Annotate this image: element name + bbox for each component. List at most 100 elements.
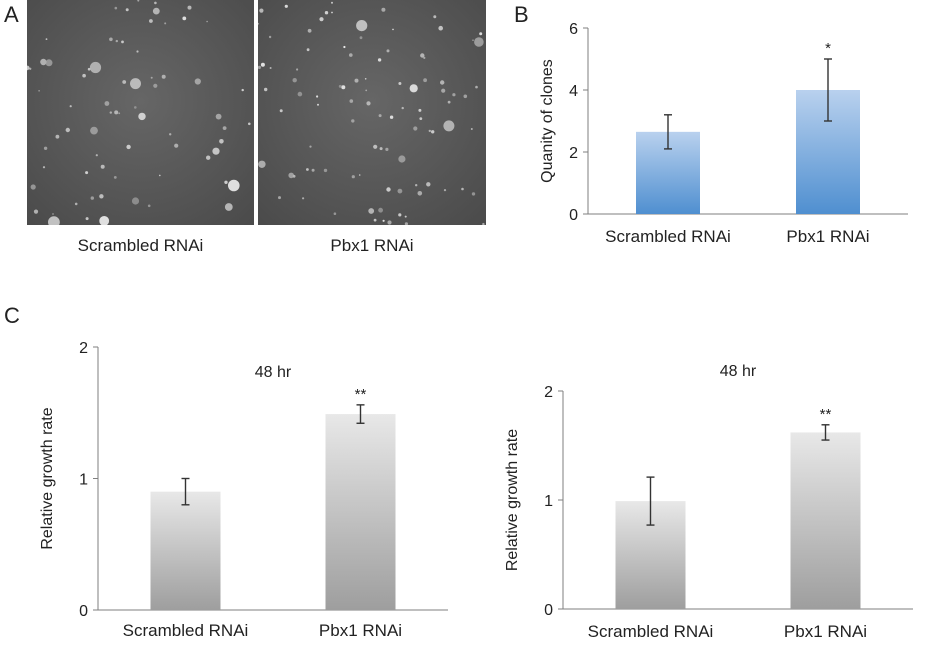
colony-dot — [354, 78, 359, 83]
colony-dot — [33, 209, 39, 214]
colony-dot — [359, 36, 363, 40]
colony-dot — [45, 38, 48, 40]
category-label: Pbx1 RNAi — [786, 227, 869, 246]
colony-dot — [152, 7, 160, 15]
colony-dot — [349, 53, 353, 57]
colony-dot — [159, 174, 161, 177]
colony-dot — [409, 84, 418, 93]
colony-dot — [389, 115, 394, 119]
colony-dot — [331, 1, 333, 4]
colony-dot — [397, 188, 403, 194]
colony-dot — [114, 110, 119, 115]
colony-dot — [463, 94, 468, 99]
chart-c2: 0 1 2 Relative growth rate 48 hr Scrambled RN… — [504, 363, 913, 641]
colony-dot — [378, 207, 383, 213]
colony-dot — [69, 105, 72, 108]
colony-dot — [440, 80, 445, 85]
colony-dot — [420, 53, 425, 58]
colony-dot — [27, 65, 30, 71]
colony-dot — [419, 117, 423, 120]
colony-dot — [99, 216, 110, 225]
y-tick-label: 1 — [79, 472, 88, 489]
colony-dot — [385, 147, 389, 151]
colony-dot — [136, 50, 139, 53]
colony-dot — [154, 1, 157, 5]
colony-dot — [104, 101, 110, 106]
colony-dot — [279, 109, 283, 113]
colony-dot — [222, 126, 227, 130]
colony-dot — [418, 108, 422, 112]
colony-dot — [426, 182, 431, 187]
colony-dot — [122, 80, 127, 84]
colony-dot — [131, 197, 140, 205]
y-tick-label: 1 — [544, 493, 553, 510]
colony-dot — [428, 129, 431, 133]
colony-dot — [268, 35, 272, 39]
micrograph-scrambled-colonies — [27, 0, 254, 225]
colony-dot — [90, 196, 94, 200]
colony-dot — [366, 101, 371, 106]
colony-dot — [398, 213, 402, 217]
colony-dot — [392, 28, 394, 31]
colony-dot — [87, 67, 91, 71]
micrograph-label-scrambled: Scrambled RNAi — [77, 236, 204, 255]
chart-b: 0 2 4 6 Quanity of clones Scrambled RNAi * Pbx1… — [539, 21, 908, 246]
colony-dot — [309, 145, 312, 148]
colony-dot — [147, 204, 151, 208]
colony-dot — [302, 197, 305, 200]
bar-pbx1 — [325, 414, 396, 610]
micrograph-label-pbx1: Pbx1 RNAi — [330, 236, 414, 255]
colony-dot — [126, 144, 131, 150]
y-tick-label: 0 — [79, 603, 88, 620]
colony-dot — [65, 127, 70, 133]
colony-dot — [404, 222, 408, 225]
colony-dot — [365, 89, 368, 92]
y-tick-label: 0 — [569, 207, 578, 224]
colony-dot — [351, 175, 355, 179]
colony-dot — [417, 191, 423, 196]
colony-dot — [115, 39, 119, 43]
colony-dot — [264, 87, 268, 92]
colony-dot — [113, 176, 117, 179]
colony-dot — [74, 202, 78, 206]
colony-dot — [441, 88, 446, 93]
colony-dot — [43, 146, 48, 150]
colony-dot — [42, 166, 46, 169]
colony-dot — [137, 0, 140, 2]
colony-dot — [260, 62, 265, 67]
colony-dot — [258, 22, 260, 25]
colony-dot — [99, 194, 104, 199]
colony-dot — [292, 78, 297, 83]
colony-dot — [187, 5, 192, 10]
colony-dot — [373, 218, 377, 222]
colony-dot — [317, 103, 319, 106]
colony-dot — [224, 203, 233, 211]
colony-dot — [452, 93, 456, 97]
colony-dot — [398, 82, 402, 85]
colony-dot — [475, 85, 478, 89]
colony-dot — [443, 120, 455, 132]
colony-dot — [40, 58, 47, 66]
micrograph-pbx1-colonies — [258, 0, 486, 225]
y-axis-label: Quanity of clones — [539, 59, 556, 183]
colony-dot — [215, 113, 222, 120]
colony-dot — [447, 100, 451, 104]
colony-dot — [138, 112, 146, 121]
colony-dot — [349, 99, 354, 103]
colony-dot — [364, 78, 367, 80]
colony-dot — [386, 187, 391, 192]
colony-dot — [431, 130, 435, 134]
colony-dot — [228, 179, 240, 192]
chart-title: 48 hr — [255, 364, 292, 381]
category-label: Scrambled RNAi — [605, 227, 731, 246]
colony-dot — [48, 216, 60, 225]
y-tick-label: 2 — [544, 384, 553, 401]
colony-dot — [404, 215, 407, 218]
y-axis-label: Relative growth rate — [39, 407, 56, 549]
colony-dot — [382, 219, 385, 222]
y-axis-label: Relative growth rate — [504, 429, 521, 571]
colony-dot — [401, 106, 404, 110]
colony-dot — [259, 8, 264, 13]
colony-dot — [90, 126, 98, 135]
colony-dot — [381, 7, 386, 12]
